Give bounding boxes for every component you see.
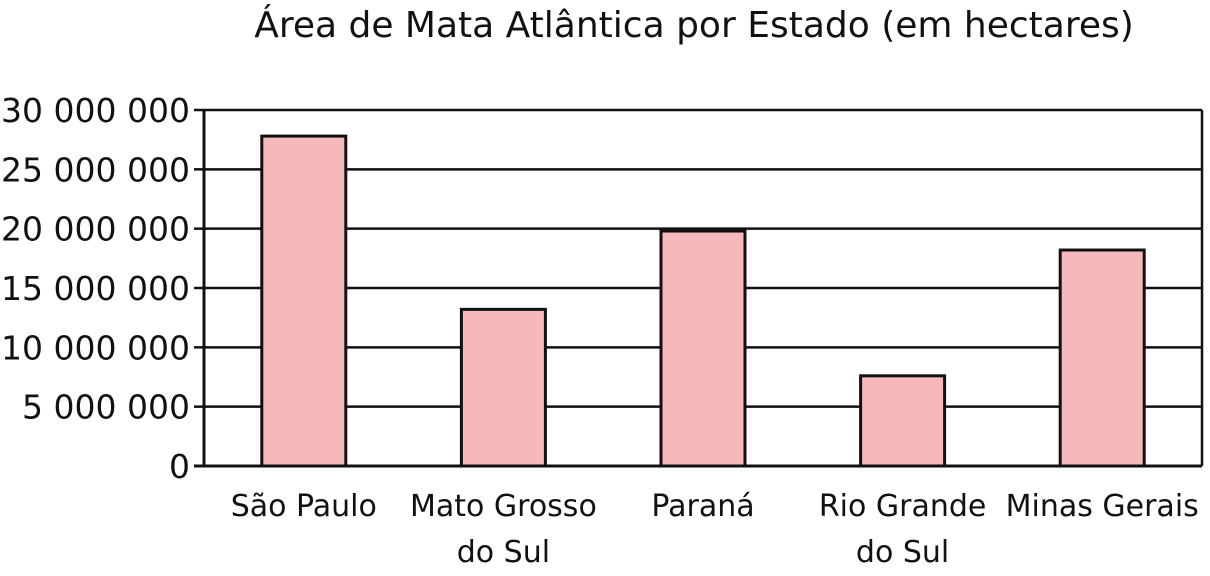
x-tick-labels: São Paulo Mato Grosso do Sul Paraná Rio Gran… <box>231 489 1199 570</box>
x-tick-label: São Paulo <box>231 489 377 524</box>
x-tick-label: do Sul <box>856 535 949 570</box>
bar <box>459 307 547 468</box>
y-tick-label: 15 000 000 <box>1 269 190 308</box>
x-tick-label: Paraná <box>651 489 754 524</box>
bars <box>260 134 1146 468</box>
y-tick-label: 5 000 000 <box>22 388 190 427</box>
bar <box>859 374 947 468</box>
y-tick-label: 10 000 000 <box>1 328 190 367</box>
bar <box>260 134 348 468</box>
x-tick-label: Mato Grosso <box>410 489 597 524</box>
x-tick-label: Minas Gerais <box>1006 489 1199 524</box>
axes <box>194 108 1204 468</box>
bar <box>659 229 747 468</box>
y-tick-label: 25 000 000 <box>1 150 190 189</box>
y-tick-label: 20 000 000 <box>1 210 190 249</box>
bar <box>1058 248 1146 468</box>
y-tick-labels: 0 5 000 000 10 000 000 15 000 000 20 000 000… <box>1 91 190 486</box>
y-tick-label: 0 <box>169 447 190 486</box>
x-tick-label: do Sul <box>457 535 550 570</box>
chart-title: Área de Mata Atlântica por Estado (em he… <box>254 4 1134 46</box>
y-tick-label: 30 000 000 <box>1 91 190 130</box>
x-tick-label: Rio Grande <box>819 489 987 524</box>
